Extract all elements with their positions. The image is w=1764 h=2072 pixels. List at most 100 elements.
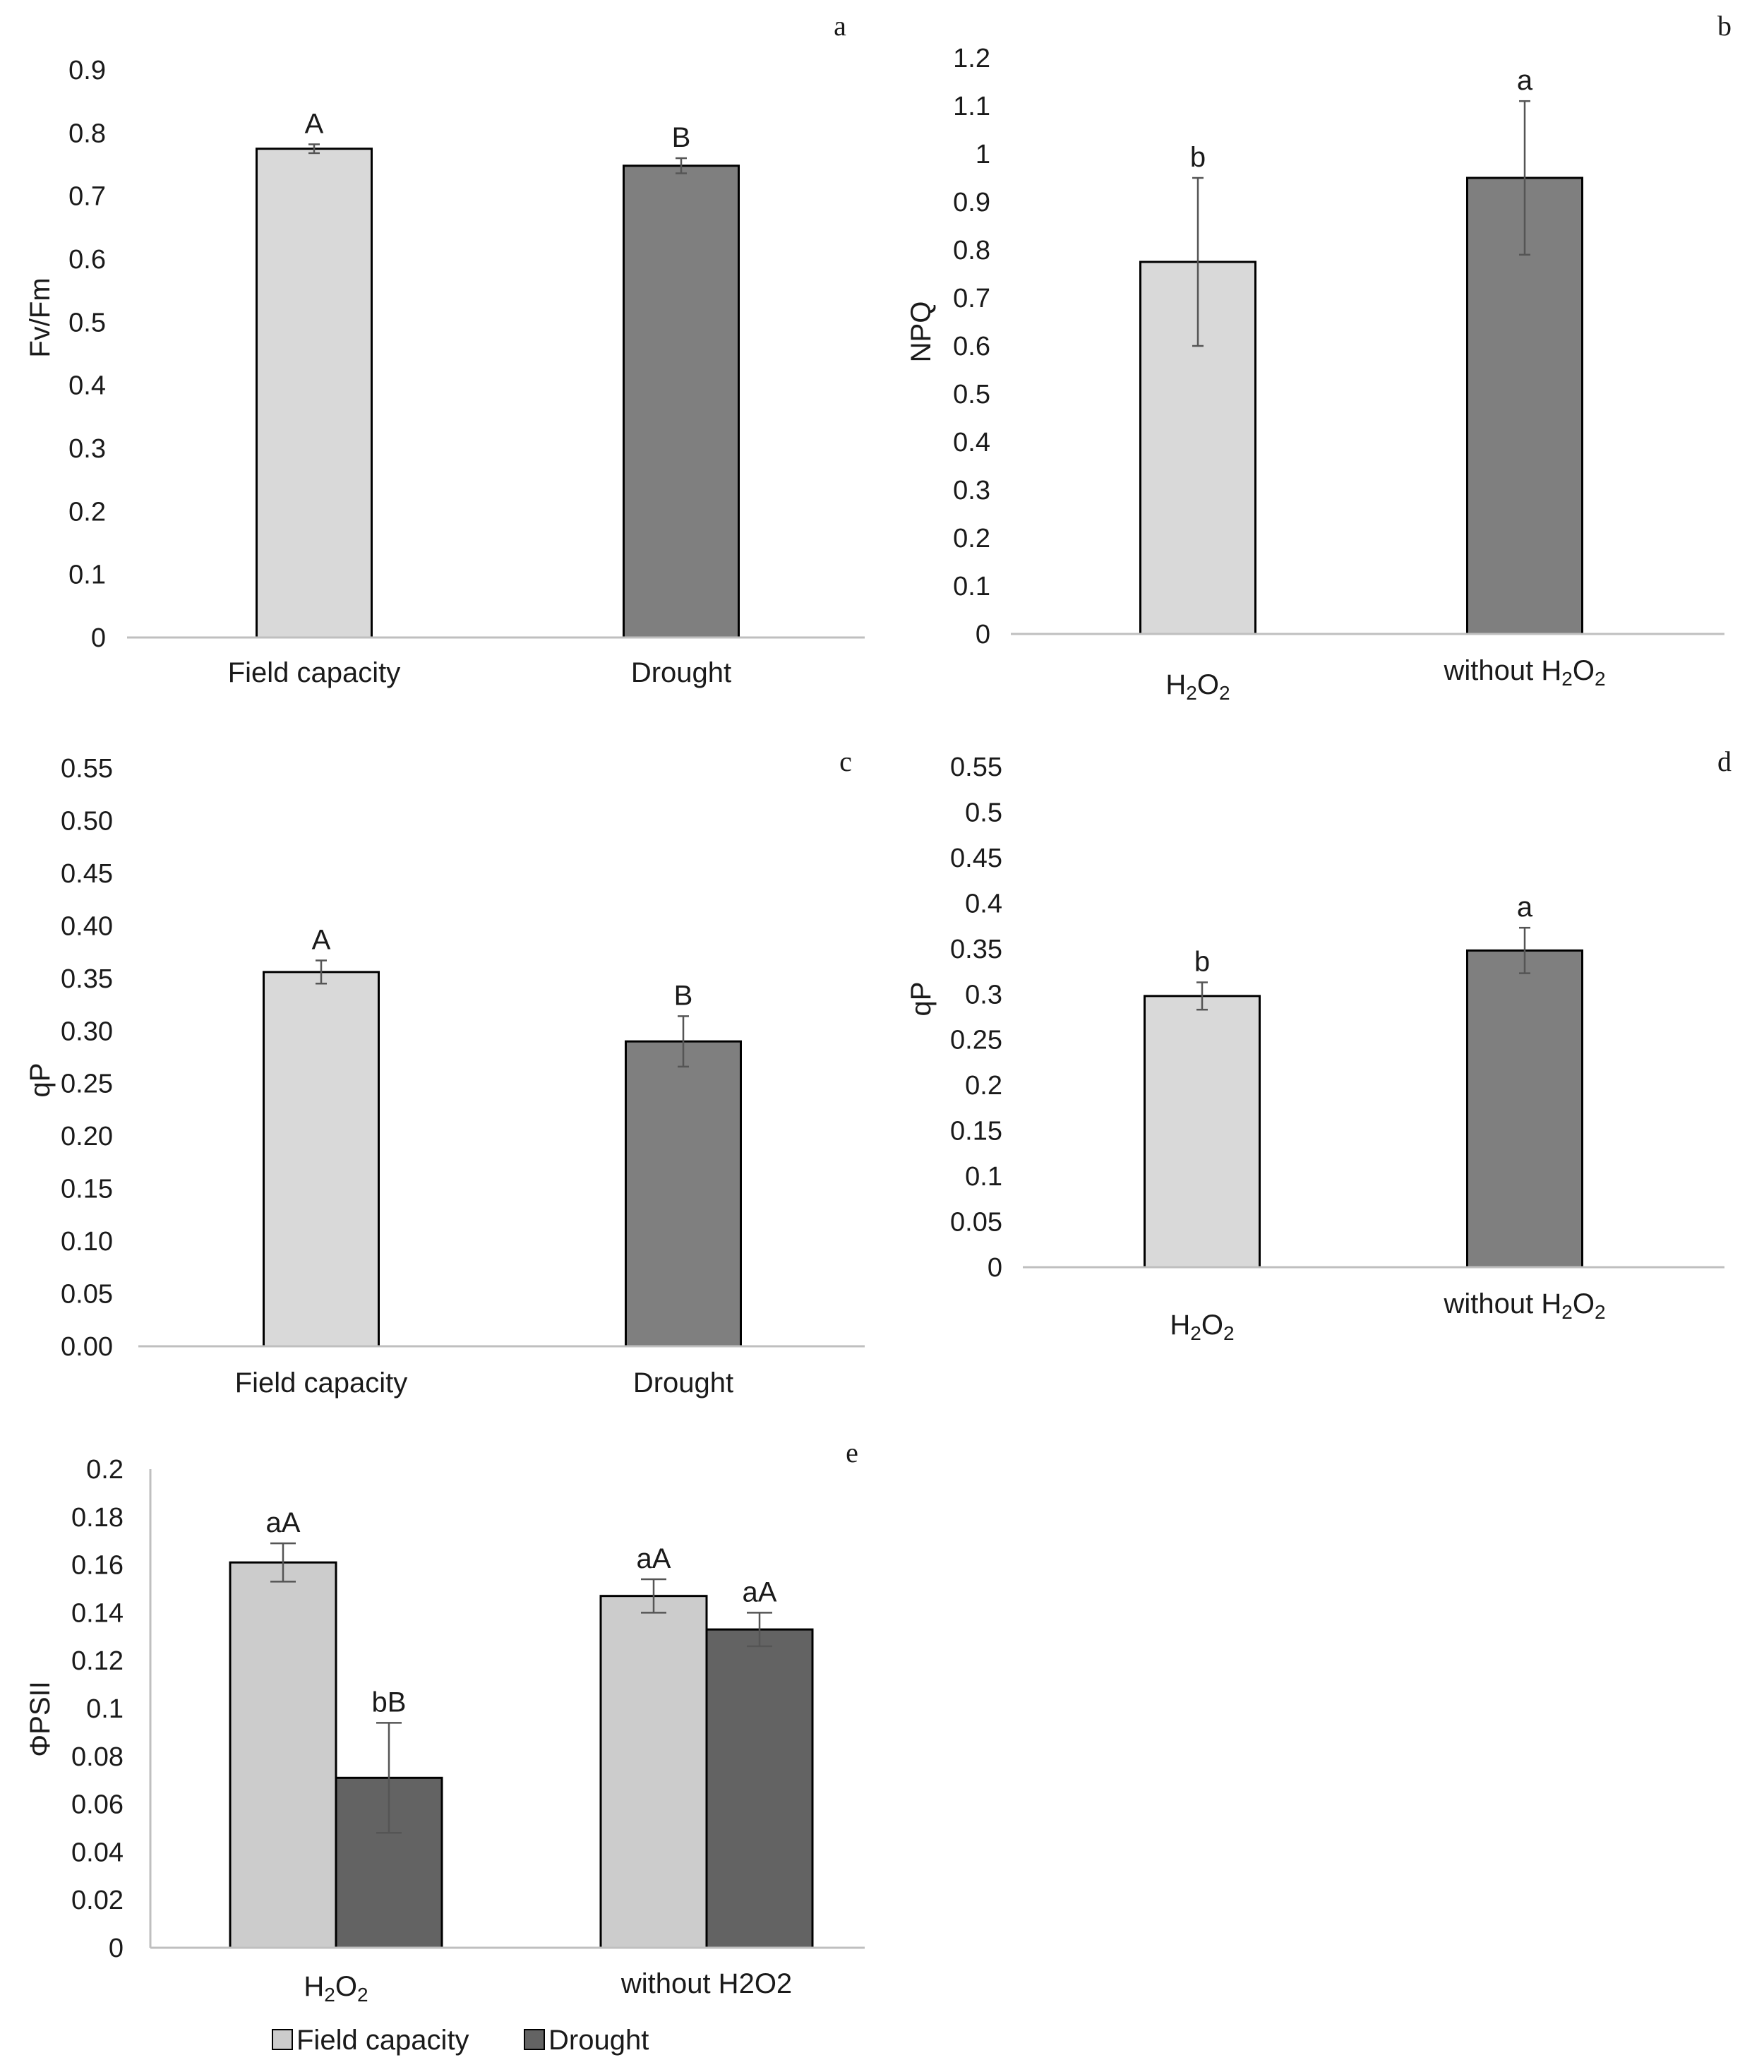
y-tick-label: 0.04 — [71, 1838, 124, 1867]
y-tick-label: 0.2 — [86, 1455, 124, 1485]
y-tick-label: 0.20 — [61, 1122, 113, 1151]
x-category-label-d-without-h2o2: without H2O2 — [1443, 1288, 1605, 1323]
y-tick-label: 0.50 — [61, 806, 113, 836]
error-bar-e-0-1 — [376, 1722, 402, 1834]
x-category-label-b-h2o2: H2O2 — [1165, 669, 1230, 704]
y-tick-label: 0.2 — [965, 1071, 1002, 1101]
bar-c-0 — [263, 971, 380, 1348]
y-tick-label: 0 — [91, 623, 106, 653]
y-tick-label: 0.25 — [61, 1070, 113, 1099]
significance-labels-e: aA bB aA aA — [266, 1507, 777, 1718]
bars-e — [229, 1561, 814, 1949]
x-category-label-d-h2o2: H2O2 — [1170, 1310, 1234, 1344]
y-tick-label: 0.1 — [68, 561, 106, 590]
y-tick-label: 0.18 — [71, 1503, 124, 1533]
significance-labels-d: ba — [1194, 892, 1533, 977]
bar-e-1-1 — [705, 1628, 814, 1949]
error-bar-a-1 — [676, 157, 687, 174]
chart-panel-e: e ΦPSII 0 0.02 0.04 0.06 0.08 0.1 0.12 0.14 0.16… — [25, 1437, 865, 2056]
significance-label-d-0: b — [1194, 947, 1210, 978]
error-bar-e-0-0 — [270, 1542, 296, 1583]
error-bar-c-0 — [316, 959, 327, 985]
y-tick-label: 0.9 — [68, 56, 106, 85]
y-tick-label: 0 — [109, 1934, 124, 1963]
y-tick-labels-a: 0 0.1 0.2 0.3 0.4 0.5 0.6 0.7 0.8 0.9 — [68, 56, 106, 653]
error-bars-e — [270, 1542, 772, 1834]
legend: Field capacity Drought — [272, 2025, 649, 2056]
panel-label-d: d — [1717, 745, 1732, 777]
error-bar-e-1-0 — [641, 1578, 666, 1614]
y-tick-label: 0.2 — [68, 497, 106, 527]
y-tick-label: 0.08 — [71, 1742, 124, 1772]
significance-label-e-0-1: bB — [372, 1687, 407, 1718]
x-category-label-c-field-capacity: Field capacity — [235, 1367, 408, 1399]
y-tick-labels-d: 0 0.05 0.1 0.15 0.2 0.25 0.3 0.35 0.4 0.45 0.5 0.55 — [950, 753, 1002, 1283]
legend-swatch-field-capacity — [272, 2029, 293, 2050]
x-category-label-e-without-h2o2: without H2O2 — [620, 1968, 792, 1999]
significance-labels-c: AB — [312, 925, 693, 1012]
significance-label-b-1: a — [1517, 65, 1533, 96]
y-tick-labels-c: 0.00 0.05 0.10 0.15 0.20 0.25 0.30 0.35 0.40 0.45… — [61, 754, 113, 1362]
error-bars-d — [1196, 926, 1530, 1011]
y-tick-label: 1.2 — [953, 44, 990, 73]
significance-labels-b: ba — [1190, 65, 1533, 173]
bars-b — [1139, 176, 1583, 635]
y-tick-label: 0.7 — [68, 182, 106, 212]
error-bar-b-0 — [1192, 176, 1204, 347]
y-tick-label: 0 — [976, 620, 990, 649]
x-category-label-a-field-capacity: Field capacity — [228, 657, 401, 688]
panel-label-e: e — [846, 1437, 858, 1468]
error-bar-e-1-1 — [747, 1612, 772, 1648]
y-axis-label-d: qP — [906, 982, 937, 1017]
chart-panel-c: c qP 0.00 0.05 0.10 0.15 0.20 0.25 0.30 0.35 0.4… — [25, 745, 865, 1399]
error-bars-b — [1192, 100, 1530, 347]
y-axis-label-c: qP — [25, 1063, 56, 1098]
y-tick-label: 0.7 — [953, 284, 990, 313]
legend-label-drought: Drought — [548, 2025, 649, 2056]
y-tick-label: 0.1 — [953, 572, 990, 601]
error-bars-c — [316, 959, 689, 1068]
bar-a-1 — [623, 164, 740, 639]
error-bar-d-0 — [1196, 981, 1208, 1011]
error-bar-d-1 — [1519, 926, 1530, 974]
y-tick-label: 0.25 — [950, 1026, 1002, 1055]
bar-d-0 — [1144, 995, 1261, 1269]
error-bar-c-1 — [678, 1015, 689, 1068]
y-tick-label: 0.45 — [950, 844, 1002, 873]
bars-a — [256, 148, 740, 639]
y-tick-label: 0.1 — [965, 1162, 1002, 1192]
y-tick-labels-b: 0 0.1 0.2 0.3 0.4 0.5 0.6 0.7 0.8 0.9 1 1.1 1.2 — [953, 44, 990, 649]
error-bar-b-1 — [1519, 100, 1530, 256]
y-tick-label: 0.4 — [68, 371, 106, 401]
y-tick-label: 0.15 — [61, 1175, 113, 1204]
panel-label-a: a — [834, 10, 846, 42]
y-tick-label: 0.9 — [953, 188, 990, 217]
panel-label-c: c — [839, 745, 852, 777]
y-tick-label: 0.10 — [61, 1227, 113, 1257]
significance-label-d-1: a — [1517, 892, 1533, 923]
y-tick-label: 0.40 — [61, 911, 113, 941]
y-tick-label: 0.6 — [68, 245, 106, 275]
y-tick-label: 0.12 — [71, 1646, 124, 1676]
y-tick-label: 0.45 — [61, 859, 113, 889]
y-tick-label: 0.4 — [953, 428, 990, 457]
y-tick-label: 0.2 — [953, 524, 990, 553]
y-tick-label: 0.35 — [950, 935, 1002, 964]
legend-swatch-drought — [524, 2029, 545, 2050]
y-tick-label: 0.00 — [61, 1332, 113, 1362]
significance-label-c-1: B — [674, 980, 693, 1011]
bar-e-0-0 — [229, 1561, 337, 1949]
chart-panel-d: d qP 0 0.05 0.1 0.15 0.2 0.25 0.3 0.35 0.4 0.45 0.… — [906, 745, 1732, 1344]
y-tick-label: 0.16 — [71, 1551, 124, 1581]
bars-d — [1144, 949, 1583, 1269]
y-tick-label: 0.6 — [953, 332, 990, 361]
y-tick-label: 0.5 — [965, 798, 1002, 827]
significance-label-e-1-0: aA — [637, 1543, 671, 1574]
y-axis-label-e: ΦPSII — [25, 1681, 56, 1757]
y-tick-label: 0.55 — [61, 754, 113, 784]
legend-label-field-capacity: Field capacity — [296, 2025, 469, 2056]
significance-label-e-0-0: aA — [266, 1507, 301, 1538]
significance-label-a-1: B — [672, 122, 691, 153]
y-tick-label: 1.1 — [953, 92, 990, 121]
